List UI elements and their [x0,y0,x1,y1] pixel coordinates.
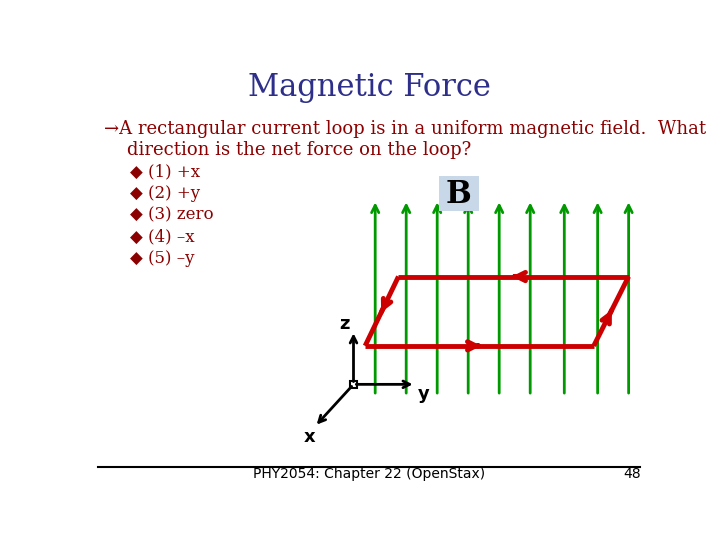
Text: y: y [418,384,429,403]
Text: ◆ (3) zero: ◆ (3) zero [130,206,214,224]
Text: x: x [304,428,315,445]
Text: →A rectangular current loop is in a uniform magnetic field.  What
    direction : →A rectangular current loop is in a unif… [104,120,706,159]
Text: ◆ (4) –x: ◆ (4) –x [130,228,195,245]
Text: ◆ (5) –y: ◆ (5) –y [130,249,195,267]
Text: ◆ (1) +x: ◆ (1) +x [130,164,200,180]
Text: B: B [446,179,472,210]
Text: 48: 48 [624,468,642,482]
Text: z: z [339,315,349,333]
Bar [350,381,357,388]
Text: PHY2054: Chapter 22 (OpenStax): PHY2054: Chapter 22 (OpenStax) [253,468,485,482]
Text: Magnetic Force: Magnetic Force [248,72,490,103]
FancyBboxPatch shape [438,176,479,211]
Text: ◆ (2) +y: ◆ (2) +y [130,185,200,202]
